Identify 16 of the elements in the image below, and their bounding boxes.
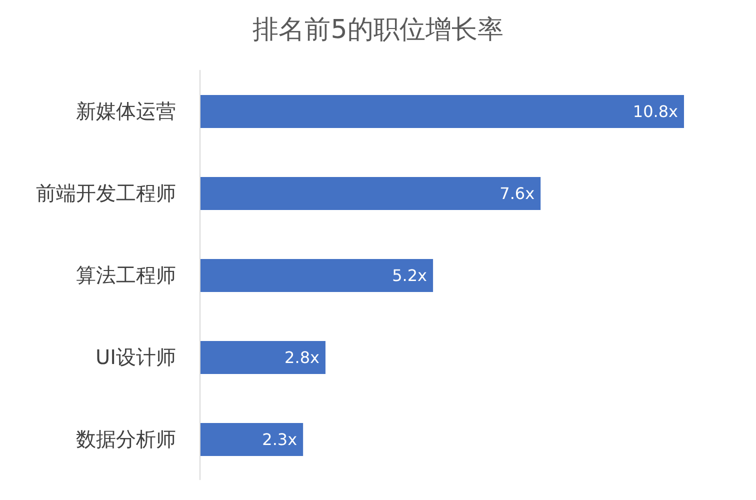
y-tick-label: 前端开发工程师 (36, 181, 176, 206)
y-tick-label: 算法工程师 (76, 263, 176, 288)
bar (200, 423, 304, 456)
y-tick-label: 数据分析师 (76, 427, 176, 452)
chart-title: 排名前5的职位增长率 (252, 14, 504, 47)
bar (200, 259, 434, 292)
data-label: 5.2x (392, 266, 428, 286)
data-label: 2.3x (262, 430, 298, 450)
bar (200, 341, 326, 374)
bar (200, 95, 684, 128)
data-label: 7.6x (500, 184, 535, 204)
y-tick-label: UI设计师 (95, 345, 176, 370)
bar (200, 177, 541, 210)
data-label: 10.8x (632, 102, 678, 122)
data-label: 2.8x (284, 348, 320, 368)
y-tick-label: 新媒体运营 (76, 99, 176, 124)
